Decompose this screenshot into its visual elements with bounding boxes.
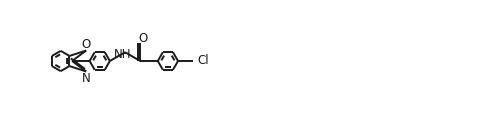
Text: O: O [82,38,91,51]
Text: NH: NH [114,48,132,61]
Text: O: O [138,32,147,45]
Text: Cl: Cl [198,55,209,67]
Text: N: N [82,72,90,85]
